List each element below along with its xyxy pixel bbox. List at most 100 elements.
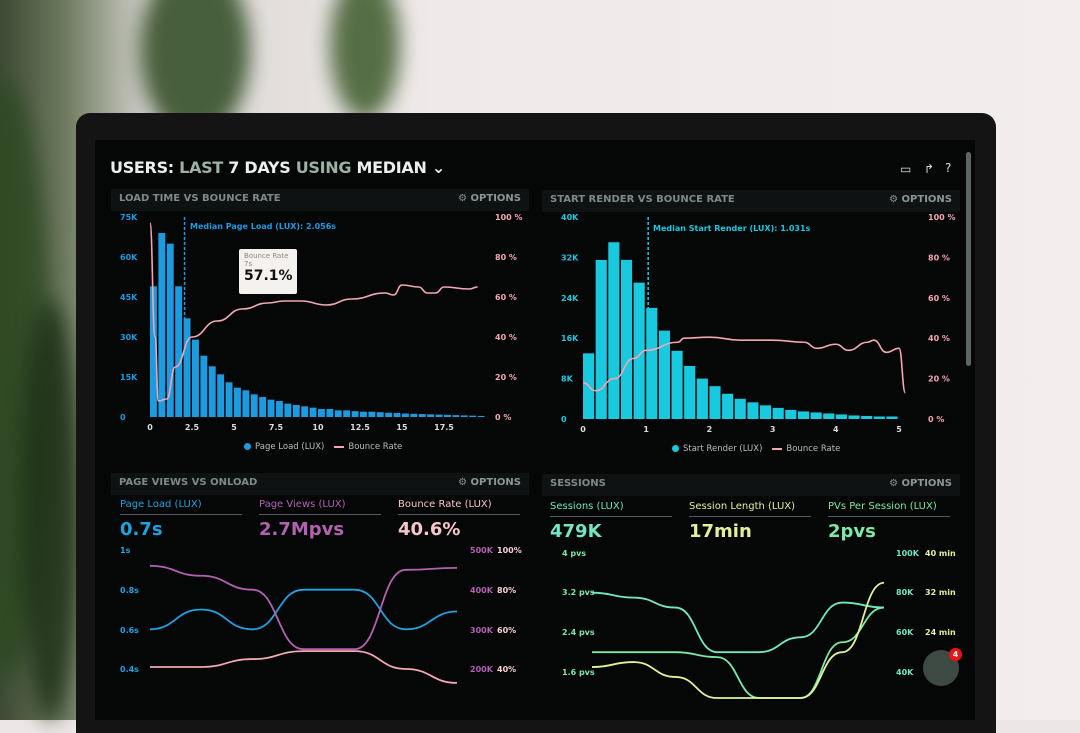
- bar: [217, 374, 225, 417]
- y-tick-left: 1.6 pvs: [562, 668, 595, 677]
- x-tick: 0: [580, 425, 586, 434]
- x-tick: 1: [643, 425, 649, 434]
- y-tick-right: 60K: [896, 628, 914, 637]
- scrollbar[interactable]: [966, 152, 971, 366]
- bar: [343, 410, 351, 417]
- panel-header-start-render: START RENDER VS BOUNCE RATE ⚙ OPTIONS: [542, 190, 960, 212]
- y-tick-right: 0 %: [928, 415, 944, 424]
- series-line: [591, 591, 885, 654]
- options-button[interactable]: ⚙ OPTIONS: [889, 194, 952, 205]
- y-tick-left: 60K: [120, 253, 138, 262]
- y-tick-right: 100 %: [928, 213, 956, 222]
- share-icon[interactable]: ↱: [924, 162, 935, 176]
- bar: [250, 394, 258, 417]
- bar: [418, 414, 426, 417]
- bar: [835, 414, 847, 419]
- y-tick-right: 80 %: [928, 253, 950, 262]
- bar: [797, 411, 810, 419]
- y-tick-left: 40K: [561, 213, 579, 222]
- bar: [595, 259, 607, 419]
- metric-label: Sessions (LUX): [550, 501, 672, 517]
- bar: [192, 339, 199, 417]
- y-tick-right: 500K: [470, 546, 494, 555]
- y-tick-right: 20 %: [928, 375, 950, 384]
- bar: [166, 243, 174, 417]
- y-tick-right: 100 %: [495, 213, 523, 222]
- metric-value: 17min: [689, 521, 752, 542]
- bar: [150, 286, 157, 417]
- options-button[interactable]: ⚙ OPTIONS: [458, 193, 521, 204]
- bar: [385, 412, 393, 417]
- bar: [267, 399, 275, 417]
- y-tick-right: 40 min: [925, 549, 956, 558]
- x-tick: 5: [231, 423, 237, 432]
- bar: [444, 414, 451, 417]
- panel-header-sessions: SESSIONS ⚙ OPTIONS: [542, 474, 960, 496]
- y-tick-right: 100%: [497, 546, 522, 555]
- bar: [452, 415, 460, 417]
- metric-value: 479K: [550, 521, 602, 542]
- y-tick-right: 40 %: [928, 334, 950, 343]
- panel-title: SESSIONS: [550, 478, 606, 489]
- y-tick-left: 15K: [120, 373, 138, 382]
- bar: [633, 282, 645, 419]
- y-tick-left: 4 pvs: [562, 549, 586, 558]
- metric-value: 40.6%: [398, 519, 461, 540]
- page-title[interactable]: USERS: LAST 7 DAYS USING MEDIAN ⌄: [110, 158, 445, 177]
- bar: [696, 378, 708, 419]
- y-tick-left: 30K: [120, 333, 138, 342]
- y-tick-right: 400K: [470, 586, 494, 595]
- bar: [402, 413, 409, 417]
- x-tick: 3: [770, 425, 776, 434]
- bar: [334, 410, 342, 417]
- bar: [747, 402, 759, 419]
- bar: [823, 413, 835, 419]
- chevron-down-icon[interactable]: ⌄: [431, 158, 445, 177]
- bar: [477, 415, 485, 417]
- title-users: USERS:: [110, 158, 174, 177]
- y-tick-right: 80K: [896, 588, 914, 597]
- y-tick-right: 20 %: [495, 373, 517, 382]
- bar: [759, 405, 772, 419]
- bar: [722, 393, 734, 419]
- y-tick-left: 0: [561, 415, 567, 424]
- bar: [225, 382, 233, 417]
- bar: [292, 405, 300, 417]
- x-tick: 4: [833, 425, 839, 434]
- metric-label: Page Views (LUX): [259, 499, 381, 515]
- bar: [360, 411, 367, 417]
- bar: [301, 406, 309, 417]
- y-tick-right: 100K: [896, 549, 920, 558]
- y-tick-left: 8K: [561, 375, 574, 384]
- bar: [309, 407, 317, 417]
- bar: [734, 398, 746, 419]
- y-tick-right: 80%: [497, 586, 516, 595]
- bar: [234, 387, 241, 417]
- bar: [208, 366, 216, 417]
- metric-label: Bounce Rate (LUX): [398, 499, 520, 515]
- panel-header-load-time: LOAD TIME VS BOUNCE RATE ⚙ OPTIONS: [111, 189, 529, 211]
- bar: [175, 286, 183, 417]
- panel-title: PAGE VIEWS VS ONLOAD: [119, 477, 258, 488]
- median-annotation: Median Start Render (LUX): 1.031s: [653, 224, 811, 233]
- bar: [671, 350, 683, 419]
- title-days: 7 DAYS: [228, 158, 291, 177]
- options-button[interactable]: ⚙ OPTIONS: [458, 477, 521, 488]
- metric-label: Session Length (LUX): [689, 501, 811, 517]
- monitor-icon[interactable]: ▭: [900, 162, 912, 176]
- bounce-rate-line: [149, 222, 478, 402]
- options-button[interactable]: ⚙ OPTIONS: [889, 478, 952, 489]
- y-tick-left: 32K: [561, 253, 579, 262]
- y-tick-right: 0 %: [495, 413, 511, 422]
- bar: [709, 386, 721, 419]
- y-tick-left: 24K: [561, 294, 579, 303]
- series-line: [591, 581, 885, 699]
- bar: [183, 318, 191, 417]
- x-tick: 2.5: [185, 423, 200, 432]
- bar: [368, 411, 376, 417]
- y-tick-right: 60%: [497, 626, 516, 635]
- x-tick: 10: [312, 423, 324, 432]
- bar: [658, 330, 670, 419]
- help-icon[interactable]: ?: [945, 161, 952, 175]
- bar: [861, 415, 873, 419]
